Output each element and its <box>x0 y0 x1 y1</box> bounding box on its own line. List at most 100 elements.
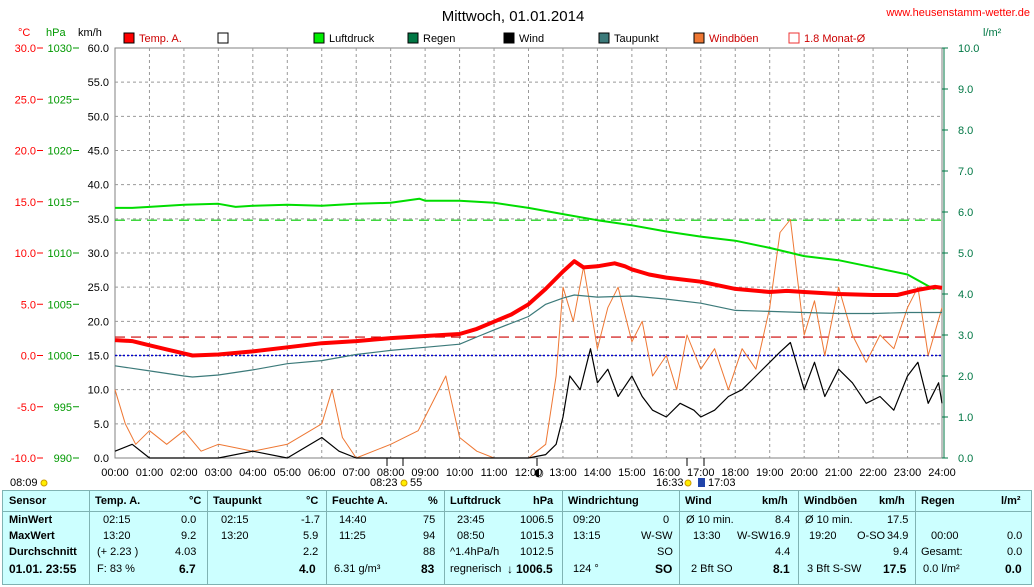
dir-avg-value: SO <box>657 546 673 558</box>
x-tick-label: 06:00 <box>308 467 336 479</box>
press-current-value: 1006.5 <box>516 562 553 576</box>
x-tick-label: 08:00 <box>377 467 405 479</box>
y-tick-label-kmh: 20.0 <box>88 316 109 328</box>
chart-series <box>114 197 943 459</box>
rain-total-label: Gesamt: <box>921 546 963 558</box>
y-tick-label-kmh: 40.0 <box>88 180 109 192</box>
chart-grid <box>114 47 943 459</box>
sunrise-label: 08:09 <box>10 477 38 489</box>
legend-swatch <box>217 32 229 44</box>
x-tick-label: 16:00 <box>653 467 681 479</box>
col-divider <box>915 491 916 584</box>
dew-avg-value: 2.2 <box>303 546 319 558</box>
press-min-time: 23:45 <box>457 514 485 526</box>
temp-min-time: 02:15 <box>103 514 131 526</box>
header-dir: Windrichtung <box>568 495 639 507</box>
x-tick-label: 07:00 <box>342 467 370 479</box>
dir-current-value: SO <box>655 562 673 576</box>
header-rain-unit: l/m² <box>1001 495 1021 507</box>
wind-current-label: 2 Bft SO <box>691 563 733 575</box>
y-tick-label-rain: 5.0 <box>958 248 973 260</box>
y-tick-label-temp: 25.0 <box>15 94 36 106</box>
legend-swatch <box>693 32 705 44</box>
stats-panel: Sensor Temp. A. °C Taupunkt °C Feuchte A… <box>2 490 1032 585</box>
x-tick-label: 12:00 <box>515 467 543 479</box>
gust-max-value: 34.9 <box>887 530 909 542</box>
header-wind: Wind <box>685 495 712 507</box>
y-tick-label-kmh: 45.0 <box>88 146 109 158</box>
press-avg-value: 1012.5 <box>520 546 554 558</box>
y-tick-label-rain: 8.0 <box>958 125 973 137</box>
y-tick-label-hpa: 1020 <box>48 146 72 158</box>
temp-avg-value: 4.03 <box>175 546 197 558</box>
legend-swatch <box>598 32 610 44</box>
y-tick-label-temp: 20.0 <box>15 146 36 158</box>
hum-min-value: 75 <box>423 514 436 526</box>
temp-max-value: 9.2 <box>181 530 197 542</box>
y-tick-label-rain: 1.0 <box>958 412 973 424</box>
press-min-value: 1006.5 <box>520 514 554 526</box>
legend-label: 1.8 Monat-Ø <box>804 33 866 45</box>
temp-min-value: 0.0 <box>181 514 197 526</box>
y-tick-label-hpa: 990 <box>54 453 72 465</box>
unit-kmh: km/h <box>78 27 102 39</box>
x-tick-label: 09:00 <box>411 467 439 479</box>
col-divider <box>444 491 445 584</box>
series-line <box>114 341 943 459</box>
y-tick-label-temp: 10.0 <box>15 248 36 260</box>
header-temp: Temp. A. <box>95 495 141 507</box>
x-tick-label: 24:00 <box>928 467 956 479</box>
row-label-avg: Durchschnitt <box>9 546 77 558</box>
wind-min-label: Ø 10 min. <box>686 514 734 526</box>
dew-max-value: 5.9 <box>303 530 319 542</box>
x-tick-label: 10:00 <box>446 467 474 479</box>
moon-phase-icon: ◐ <box>534 466 544 479</box>
col-divider <box>798 491 799 584</box>
legend-label: Windböen <box>709 33 759 45</box>
header-press-unit: hPa <box>533 495 554 507</box>
sun-icon <box>684 479 692 487</box>
gust-max-time: 19:20 <box>809 530 837 542</box>
sunset-label: 16:33 <box>656 477 684 489</box>
x-tick-label: 22:00 <box>859 467 887 479</box>
col-divider <box>207 491 208 584</box>
temp-avg-label: (+ 2.23 ) <box>97 546 139 558</box>
legend-label: Regen <box>423 33 455 45</box>
website-label: www.heusenstamm-wetter.de <box>885 7 1030 19</box>
temp-current-value: 6.7 <box>179 562 196 576</box>
rain-max-time: 00:00 <box>931 530 959 542</box>
x-tick-label: 00:00 <box>101 467 129 479</box>
sunrise-marker-label: 08:23 <box>370 477 398 489</box>
y-tick-label-temp: 30.0 <box>15 43 36 55</box>
hum-current-label: 6.31 g/m³ <box>334 563 381 575</box>
dir-max-time: 13:15 <box>573 530 601 542</box>
header-gust: Windböen <box>804 495 858 507</box>
legend-label: Temp. A. <box>139 33 182 45</box>
y-tick-label-kmh: 5.0 <box>94 419 109 431</box>
gust-avg-value: 9.4 <box>893 546 909 558</box>
y-tick-label-temp: 15.0 <box>15 197 36 209</box>
legend-swatch <box>503 32 515 44</box>
gust-min-label: Ø 10 min. <box>805 514 853 526</box>
y-tick-label-hpa: 1015 <box>48 197 72 209</box>
y-tick-label-kmh: 50.0 <box>88 111 109 123</box>
x-tick-label: 05:00 <box>274 467 302 479</box>
y-tick-label-hpa: 1030 <box>48 43 72 55</box>
col-divider <box>89 491 90 584</box>
stats-header-divider <box>3 511 1031 512</box>
hum-avg-value: 88 <box>423 546 436 558</box>
y-tick-label-kmh: 0.0 <box>94 453 109 465</box>
x-tick-label: 23:00 <box>894 467 922 479</box>
press-trend-arrow: ↓ <box>507 562 513 576</box>
header-sensor: Sensor <box>9 495 47 507</box>
legend-label: Wind <box>519 33 544 45</box>
press-max-value: 1015.3 <box>520 530 554 542</box>
dir-min-time: 09:20 <box>573 514 601 526</box>
row-label-current: 01.01. 23:55 <box>9 562 77 576</box>
press-avg-label: ^1.4hPa/h <box>450 546 500 558</box>
series-line <box>115 197 943 290</box>
header-hum: Feuchte A. <box>332 495 388 507</box>
y-tick-label-rain: 7.0 <box>958 166 973 178</box>
sun-icon <box>400 479 408 487</box>
press-current-label: regnerisch <box>450 563 502 575</box>
